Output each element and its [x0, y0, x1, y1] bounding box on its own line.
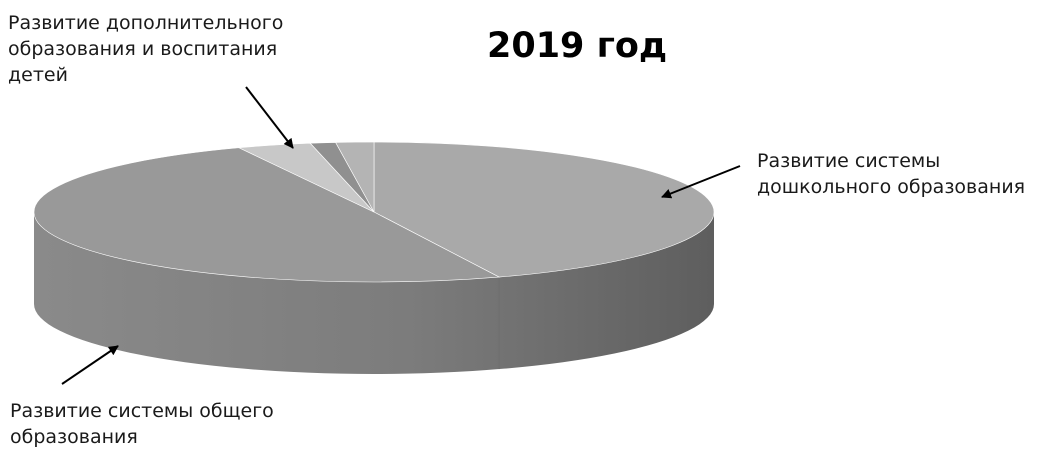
pie-slice-4 — [335, 141, 375, 213]
pie-slice-1 — [33, 147, 501, 283]
arrow-preschool — [661, 165, 741, 199]
slice-label-general: Развитие системы общего образования — [10, 400, 274, 448]
arrow-additional — [245, 86, 294, 149]
label-arrows — [61, 86, 741, 385]
pie-top-slices — [33, 141, 715, 283]
pie-slice-0 — [373, 141, 715, 278]
pie-side-walls — [34, 212, 714, 374]
pie-side — [34, 212, 714, 374]
chart-title: 2019 год — [487, 26, 668, 66]
slice-label-additional: Развитие дополнительного образования и в… — [8, 12, 284, 86]
slice-label-preschool: Развитие системы дошкольного образования — [757, 150, 1026, 198]
arrow-general — [61, 345, 119, 385]
